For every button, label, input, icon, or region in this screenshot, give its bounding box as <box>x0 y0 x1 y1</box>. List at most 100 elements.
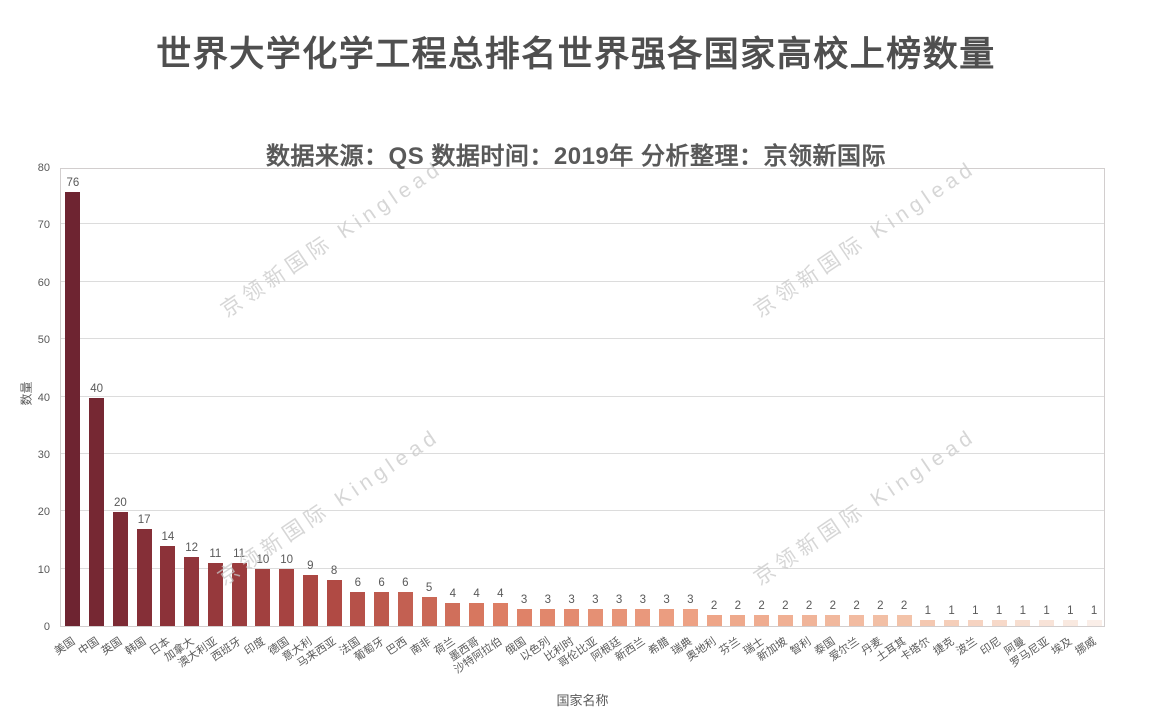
bar-value-label: 4 <box>497 588 504 601</box>
bar-value-label: 1 <box>1090 605 1098 618</box>
bar-value-label: 2 <box>734 599 742 612</box>
bar-value-label: 1 <box>924 605 932 618</box>
bar-value-label: 10 <box>256 553 270 566</box>
bar-中国 <box>89 397 105 626</box>
x-tick-label: 德国 <box>266 635 292 658</box>
bar-新西兰 <box>635 608 651 626</box>
bar-美国 <box>65 191 81 626</box>
bar-value-label: 3 <box>663 593 670 606</box>
x-tick-label: 澳大利亚 <box>176 635 220 671</box>
bar-捷克 <box>944 620 960 626</box>
bar-value-label: 6 <box>378 576 385 589</box>
bar-英国 <box>112 511 128 626</box>
x-tick-label: 阿曼 <box>1002 635 1028 658</box>
x-tick-label: 荷兰 <box>432 635 458 658</box>
x-tick-label: 英国 <box>99 635 125 658</box>
y-axis-ticks: 0 10 20 30 40 50 60 70 80 <box>0 162 50 633</box>
bar-巴西 <box>397 591 413 626</box>
bar-智利 <box>801 614 817 626</box>
bar-value-label: 76 <box>66 176 80 189</box>
x-tick-label: 法国 <box>337 635 363 658</box>
bar-value-label: 4 <box>449 588 457 601</box>
x-tick-label: 埃及 <box>1049 635 1075 658</box>
x-tick-label: 芬兰 <box>717 635 743 658</box>
x-tick-label: 捷克 <box>931 635 957 658</box>
bar-挪威 <box>1086 620 1102 626</box>
x-tick-label: 印度 <box>242 635 268 658</box>
bar-value-label: 2 <box>710 599 718 612</box>
bar-value-label: 9 <box>307 559 314 572</box>
bar-value-label: 1 <box>948 605 955 618</box>
bar-value-label: 3 <box>568 593 575 606</box>
bar-value-label: 1 <box>1067 605 1074 618</box>
bar-value-label: 5 <box>425 582 433 595</box>
bar-value-label: 8 <box>330 565 338 578</box>
bar-value-label: 11 <box>209 548 222 561</box>
x-tick-label: 美国 <box>52 635 78 658</box>
x-tick-label: 瑞士 <box>741 635 767 658</box>
bar-西班牙 <box>231 563 247 626</box>
bar-马来西亚 <box>326 580 342 626</box>
plot-area: 76 40 20 17 14 12 11 11 10 10 9 8 6 6 6 5 4 4 4 3 3 3 3 3 3 3 3 2 2 2… <box>60 168 1105 627</box>
bar-value-label: 1 <box>1019 605 1027 618</box>
bar-俄国 <box>516 608 532 626</box>
gridline <box>61 223 1104 225</box>
x-tick-label: 新西兰 <box>613 635 648 664</box>
x-tick-label: 瑞典 <box>669 635 695 658</box>
x-tick-label: 以色列 <box>518 635 553 664</box>
y-tick-label: 80 <box>37 162 50 174</box>
bar-日本 <box>160 546 176 626</box>
bar-value-label: 2 <box>782 599 789 612</box>
gridline <box>61 452 1104 454</box>
bar-value-label: 2 <box>877 599 884 612</box>
bar-罗马尼亚 <box>1039 620 1055 626</box>
bar-奥地利 <box>706 614 722 626</box>
bar-value-label: 3 <box>592 593 599 606</box>
bar-埃及 <box>1062 620 1078 626</box>
bar-value-label: 2 <box>758 599 765 612</box>
bar-澳大利亚 <box>207 563 223 626</box>
bar-德国 <box>279 568 295 626</box>
x-tick-label: 印尼 <box>978 635 1004 658</box>
bar-value-label: 3 <box>544 593 552 606</box>
gridline <box>61 338 1104 340</box>
bar-value-label: 3 <box>639 593 647 606</box>
bar-value-label: 12 <box>185 542 199 555</box>
x-tick-label: 泰国 <box>812 635 838 658</box>
bar-value-label: 6 <box>402 576 409 589</box>
x-tick-label: 加拿大 <box>161 635 197 664</box>
bar-法国 <box>350 591 366 626</box>
bar-value-label: 20 <box>113 496 127 509</box>
x-tick-label: 葡萄牙 <box>351 635 387 664</box>
x-tick-label: 韩国 <box>123 635 149 658</box>
bar-波兰 <box>967 620 983 626</box>
bar-value-label: 1 <box>972 605 979 618</box>
x-tick-label: 挪威 <box>1073 635 1099 658</box>
x-tick-label: 哥伦比亚 <box>556 635 600 671</box>
bar-泰国 <box>825 614 841 626</box>
bar-value-label: 40 <box>90 382 104 395</box>
x-tick-label: 沙特阿拉伯 <box>452 635 505 677</box>
bar-哥伦比亚 <box>587 608 603 626</box>
bar-value-label: 2 <box>829 599 837 612</box>
bar-瑞士 <box>754 614 770 626</box>
y-tick-label: 20 <box>37 506 50 519</box>
bar-value-label: 3 <box>687 593 694 606</box>
x-tick-label: 比利时 <box>541 635 577 664</box>
bar-丹麦 <box>872 614 888 626</box>
bar-希腊 <box>659 608 675 626</box>
bar-意大利 <box>302 574 318 626</box>
chart-title: 世界大学化学工程总排名世界强各国家高校上榜数量 <box>156 35 996 74</box>
bar-value-label: 2 <box>900 599 908 612</box>
bar-value-label: 11 <box>233 548 246 561</box>
y-tick-label: 60 <box>37 276 50 289</box>
bar-value-label: 6 <box>354 576 362 589</box>
y-tick-label: 0 <box>43 621 50 633</box>
x-tick-label: 智利 <box>788 635 814 658</box>
y-tick-label: 40 <box>37 391 50 404</box>
bar-value-label: 4 <box>473 588 480 601</box>
bar-比利时 <box>564 608 580 626</box>
bar-value-label: 10 <box>280 553 294 566</box>
x-tick-label: 阿根廷 <box>589 635 624 664</box>
